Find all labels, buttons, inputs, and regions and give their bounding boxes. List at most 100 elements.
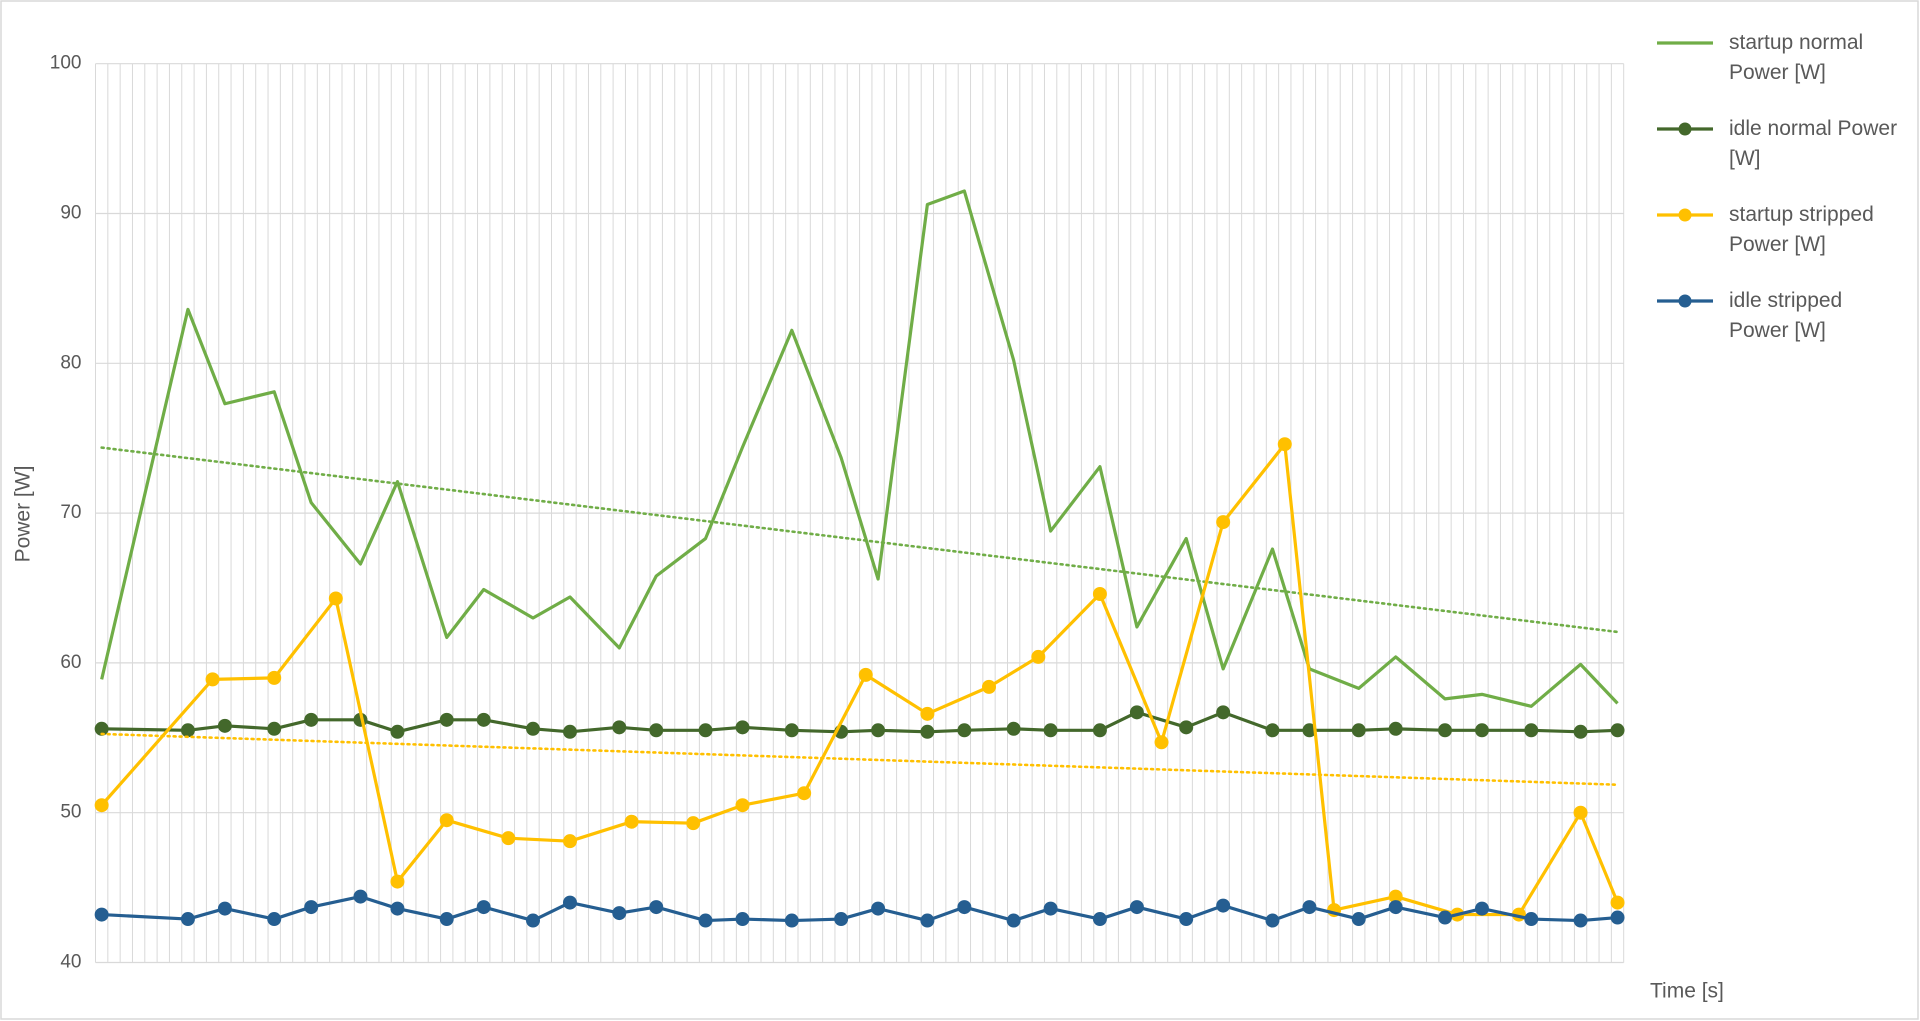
data-point <box>649 900 664 915</box>
y-tick-label: 70 <box>60 502 81 523</box>
data-point <box>267 670 282 685</box>
legend-label: startup stripped Power [W] <box>1729 203 1874 256</box>
data-point <box>1216 898 1231 913</box>
data-point <box>94 907 109 922</box>
data-point <box>526 913 541 928</box>
data-point <box>784 913 799 928</box>
data-point <box>180 912 195 927</box>
data-point <box>1129 900 1144 915</box>
data-point <box>562 834 577 849</box>
y-tick-label: 40 <box>60 952 81 973</box>
data-point <box>624 814 639 829</box>
data-point <box>1610 723 1625 738</box>
trendline <box>100 732 1619 787</box>
data-point <box>304 900 319 915</box>
data-point <box>920 724 935 739</box>
data-point <box>439 712 454 727</box>
data-point <box>1388 721 1403 736</box>
data-point <box>735 798 750 813</box>
data-point <box>1179 720 1194 735</box>
data-point <box>1610 895 1625 910</box>
data-point <box>1092 912 1107 927</box>
data-point <box>1179 912 1194 927</box>
data-point <box>390 724 405 739</box>
data-point <box>834 912 849 927</box>
y-tick-label: 80 <box>60 352 81 373</box>
data-point <box>686 816 701 831</box>
data-point <box>612 720 627 735</box>
data-point <box>501 831 516 846</box>
data-point <box>1610 910 1625 925</box>
data-point <box>1216 705 1231 720</box>
data-point <box>1265 723 1280 738</box>
data-point <box>1031 649 1046 664</box>
data-point <box>797 786 812 801</box>
data-point <box>562 895 577 910</box>
data-point <box>920 706 935 721</box>
data-point <box>1006 721 1021 736</box>
data-point <box>1006 913 1021 928</box>
data-point <box>390 874 405 889</box>
data-point <box>920 913 935 928</box>
legend-marker <box>1678 208 1692 222</box>
data-point <box>562 724 577 739</box>
data-point <box>871 723 886 738</box>
data-point <box>1092 586 1107 601</box>
data-point <box>858 667 873 682</box>
legend-label: idle normal Power [W] <box>1729 117 1898 170</box>
data-point <box>94 798 109 813</box>
data-point <box>1277 437 1292 452</box>
data-point <box>180 723 195 738</box>
data-point <box>267 721 282 736</box>
data-point <box>1573 913 1588 928</box>
data-point <box>476 900 491 915</box>
data-point <box>205 672 220 687</box>
data-point <box>353 889 368 904</box>
data-point <box>1437 723 1452 738</box>
data-point <box>1573 805 1588 820</box>
data-point <box>1351 912 1366 927</box>
data-point <box>1129 705 1144 720</box>
y-tick-label: 60 <box>60 652 81 673</box>
y-tick-label: 50 <box>60 802 81 823</box>
data-point <box>1474 723 1489 738</box>
data-point <box>784 723 799 738</box>
series-line <box>100 442 1620 917</box>
legend-swatch <box>1657 294 1713 308</box>
data-point <box>735 912 750 927</box>
data-point <box>1265 913 1280 928</box>
data-point <box>217 718 232 733</box>
data-point <box>439 813 454 828</box>
grid: 40 50 60 70 80 90 100 <box>50 53 1625 973</box>
legend-label: idle stripped Power [W] <box>1729 289 1843 342</box>
data-point <box>1043 723 1058 738</box>
data-point <box>957 723 972 738</box>
data-point <box>649 723 664 738</box>
data-point <box>1524 912 1539 927</box>
legend-swatch <box>1657 208 1713 222</box>
data-point <box>439 912 454 927</box>
data-point <box>1573 724 1588 739</box>
data-point <box>1043 901 1058 916</box>
legend-swatch <box>1657 41 1713 45</box>
x-axis-label: Time [s] <box>1650 980 1724 1003</box>
data-point <box>94 721 109 736</box>
data-point <box>390 901 405 916</box>
y-tick-label: 90 <box>60 203 81 224</box>
data-point <box>217 901 232 916</box>
data-point <box>1216 515 1231 530</box>
data-point <box>1302 900 1317 915</box>
data-point <box>1351 723 1366 738</box>
data-point <box>1388 900 1403 915</box>
data-point <box>612 906 627 921</box>
data-point <box>698 723 713 738</box>
data-point <box>982 679 997 694</box>
data-point <box>957 900 972 915</box>
plot <box>94 189 1625 928</box>
data-point <box>328 591 343 606</box>
legend-marker <box>1678 294 1692 308</box>
data-point <box>1154 735 1169 750</box>
